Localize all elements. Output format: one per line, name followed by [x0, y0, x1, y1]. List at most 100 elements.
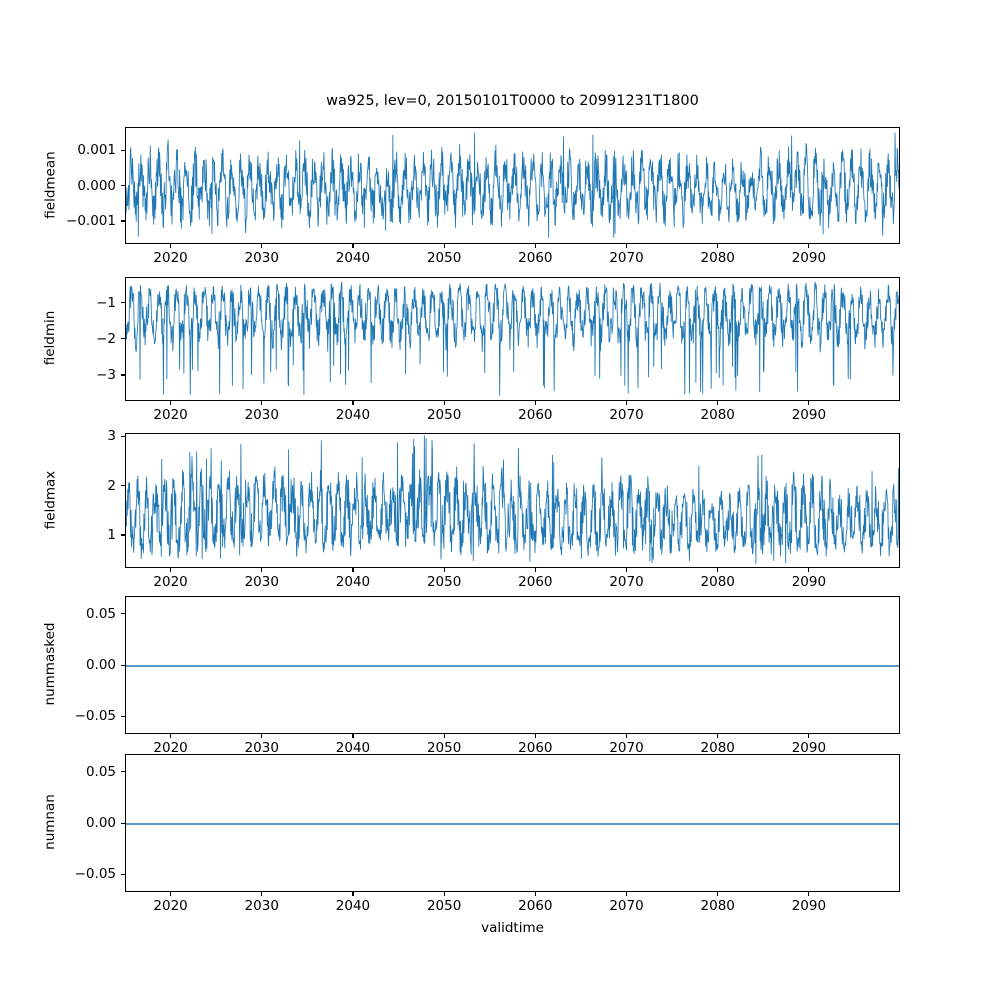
x-tick-mark-numnan — [261, 892, 263, 896]
x-tick-label-fieldmean: 2050 — [426, 250, 462, 266]
y-tick-mark-fieldmin — [121, 302, 125, 304]
x-tick-mark-fieldmax — [261, 568, 263, 572]
x-tick-label-numnan: 2080 — [700, 898, 735, 914]
x-tick-mark-numnan — [626, 892, 628, 896]
x-tick-label-nummasked: 2020 — [153, 740, 188, 756]
y-tick-mark-fieldmax — [121, 534, 125, 536]
y-tick-mark-nummasked — [121, 664, 125, 666]
y-tick-label-numnan: 0.00 — [85, 815, 116, 831]
x-tick-mark-nummasked — [352, 734, 354, 738]
series-numnan — [126, 823, 899, 825]
x-tick-label-fieldmax: 2040 — [335, 574, 371, 590]
x-tick-label-fieldmax: 2050 — [426, 574, 462, 590]
y-tick-label-fieldmean: 0.000 — [77, 177, 116, 194]
x-tick-mark-fieldmin — [261, 401, 263, 405]
x-tick-label-nummasked: 2060 — [518, 740, 553, 756]
x-tick-mark-fieldmean — [534, 244, 536, 248]
x-tick-label-fieldmean: 2060 — [518, 250, 553, 266]
x-tick-mark-fieldmin — [808, 401, 810, 405]
x-tick-mark-fieldmin — [170, 401, 172, 405]
y-tick-label-nummasked: 0.05 — [85, 605, 116, 622]
x-tick-mark-nummasked — [443, 734, 445, 738]
x-tick-mark-fieldmax — [534, 568, 536, 572]
x-tick-label-nummasked: 2090 — [791, 740, 827, 756]
x-tick-label-fieldmax: 2080 — [700, 574, 735, 590]
x-tick-mark-nummasked — [717, 734, 719, 738]
x-tick-label-fieldmin: 2090 — [791, 407, 827, 423]
y-tick-mark-nummasked — [121, 715, 125, 717]
x-tick-mark-fieldmean — [808, 244, 810, 248]
x-tick-label-fieldmax: 2060 — [518, 574, 553, 590]
x-tick-label-nummasked: 2050 — [426, 740, 462, 756]
x-tick-mark-fieldmax — [170, 568, 172, 572]
x-tick-label-numnan: 2060 — [518, 898, 553, 914]
x-tick-mark-fieldmax — [626, 568, 628, 572]
x-tick-mark-fieldmax — [352, 568, 354, 572]
x-tick-label-numnan: 2020 — [153, 898, 188, 914]
y-tick-label-fieldmean: 0.001 — [77, 142, 116, 159]
y-tick-mark-numnan — [121, 873, 125, 875]
x-tick-mark-fieldmean — [626, 244, 628, 248]
y-tick-mark-fieldmean — [121, 185, 125, 187]
x-tick-label-fieldmin: 2080 — [700, 407, 735, 423]
x-tick-mark-fieldmean — [443, 244, 445, 248]
y-tick-mark-nummasked — [121, 613, 125, 615]
x-tick-label-fieldmax: 2090 — [791, 574, 827, 590]
x-tick-mark-fieldmin — [717, 401, 719, 405]
x-tick-label-numnan: 2070 — [609, 898, 644, 914]
y-tick-mark-fieldmin — [121, 338, 125, 340]
y-tick-mark-fieldmean — [121, 220, 125, 222]
y-tick-mark-fieldmin — [121, 374, 125, 376]
y-tick-mark-numnan — [121, 771, 125, 773]
x-tick-label-nummasked: 2040 — [335, 740, 371, 756]
x-tick-label-fieldmean: 2040 — [335, 250, 371, 266]
x-tick-mark-fieldmean — [717, 244, 719, 248]
plot-area-fieldmin — [125, 277, 900, 401]
x-tick-label-nummasked: 2030 — [244, 740, 279, 756]
plot-area-nummasked — [125, 596, 900, 734]
x-tick-label-nummasked: 2080 — [700, 740, 735, 756]
x-tick-mark-numnan — [170, 892, 172, 896]
y-tick-mark-numnan — [121, 822, 125, 824]
x-tick-label-fieldmax: 2020 — [153, 574, 188, 590]
x-tick-label-fieldmean: 2020 — [153, 250, 188, 266]
x-tick-mark-nummasked — [808, 734, 810, 738]
x-tick-mark-fieldmean — [170, 244, 172, 248]
x-tick-mark-fieldmin — [352, 401, 354, 405]
series-fieldmin — [126, 281, 899, 396]
x-tick-mark-nummasked — [170, 734, 172, 738]
x-tick-label-fieldmin: 2060 — [518, 407, 553, 423]
x-tick-label-fieldmean: 2090 — [791, 250, 827, 266]
x-tick-mark-fieldmax — [443, 568, 445, 572]
y-tick-label-fieldmean: −0.001 — [66, 212, 116, 229]
y-tick-label-nummasked: 0.00 — [85, 657, 116, 673]
plot-area-fieldmean — [125, 127, 900, 244]
series-nummasked — [126, 665, 899, 667]
x-tick-mark-numnan — [808, 892, 810, 896]
x-tick-label-fieldmin: 2040 — [335, 407, 371, 423]
y-tick-label-fieldmax: 2 — [107, 477, 116, 494]
y-tick-mark-fieldmean — [121, 149, 125, 151]
y-tick-mark-fieldmax — [121, 435, 125, 438]
x-tick-mark-numnan — [352, 892, 354, 896]
x-tick-label-fieldmin: 2030 — [244, 407, 279, 423]
x-tick-label-fieldmin: 2050 — [426, 407, 462, 423]
x-axis-label: validtime — [481, 920, 544, 936]
plot-area-numnan — [125, 754, 900, 892]
x-tick-mark-fieldmax — [717, 568, 719, 572]
x-tick-mark-fieldmean — [352, 244, 354, 248]
x-tick-label-fieldmin: 2070 — [609, 407, 644, 423]
y-tick-label-fieldmax: 3 — [107, 428, 116, 445]
x-tick-mark-nummasked — [534, 734, 536, 738]
x-tick-mark-fieldmin — [534, 401, 536, 405]
x-tick-mark-numnan — [717, 892, 719, 896]
x-tick-mark-fieldmax — [808, 568, 810, 572]
x-tick-label-numnan: 2040 — [335, 898, 371, 914]
y-tick-label-fieldmin: −1 — [96, 294, 116, 311]
series-fieldmax — [126, 435, 899, 564]
x-tick-label-fieldmax: 2070 — [609, 574, 644, 590]
y-tick-label-fieldmin: −2 — [96, 330, 116, 347]
x-tick-label-fieldmin: 2020 — [153, 407, 188, 423]
x-tick-label-fieldmean: 2080 — [700, 250, 735, 266]
